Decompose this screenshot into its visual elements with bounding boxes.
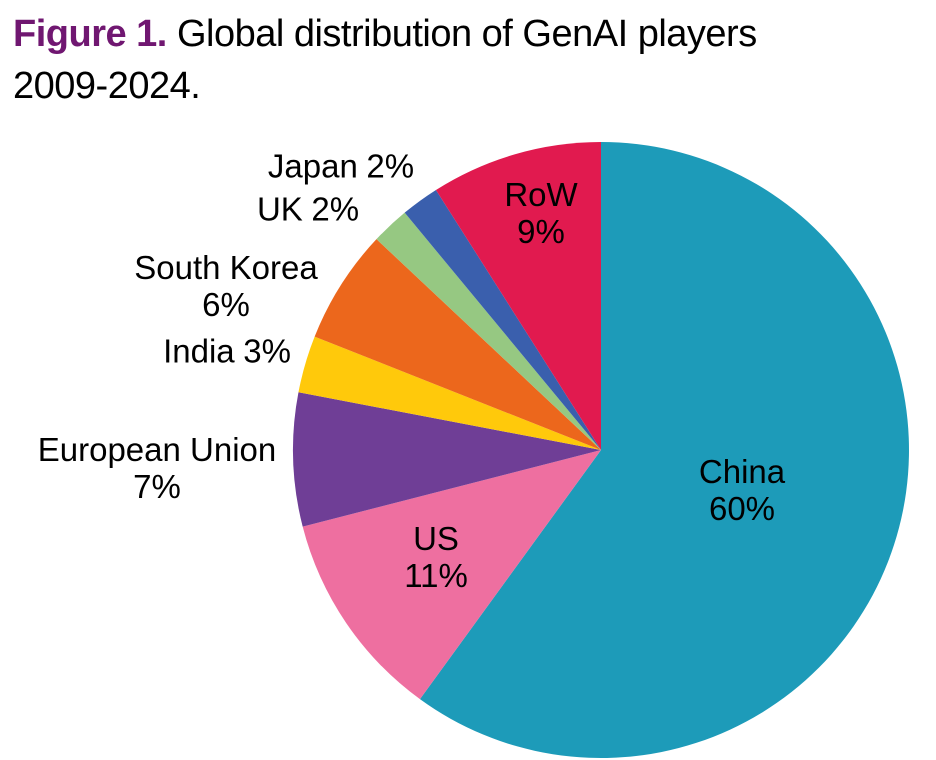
label-us-pct: 11%: [404, 557, 468, 594]
pie-slice-european-union: [293, 392, 601, 527]
label-us-name: US: [413, 520, 459, 557]
label-row-pct: 9%: [517, 213, 565, 250]
label-india-pct: 3%: [243, 332, 291, 370]
pie-slice-us: [302, 450, 601, 700]
pie-slice-uk: [376, 212, 601, 450]
figure-title-years: 2009-2024.: [13, 65, 201, 107]
label-us: US 11%: [404, 520, 468, 594]
label-south-korea-pct: 6%: [202, 286, 250, 323]
label-japan-pct: 2%: [366, 147, 415, 185]
label-japan-name: Japan: [267, 147, 358, 185]
pie-slice-japan: [404, 189, 601, 450]
label-south-korea: South Korea 6%: [134, 249, 317, 323]
pie-slice-india: [298, 336, 601, 450]
label-uk-pct: 2%: [311, 190, 360, 228]
label-china-pct: 60%: [708, 490, 776, 527]
label-japan: Japan 2%: [268, 148, 414, 185]
figure-title-line1: Figure 1. Global distribution of GenAI p…: [13, 8, 757, 60]
label-south-korea-name: South Korea: [134, 249, 318, 286]
label-china-name: China: [698, 453, 786, 490]
pie-slice-south-korea: [314, 239, 601, 450]
figure-number-label: Figure 1.: [13, 13, 167, 55]
label-uk-name: UK: [256, 190, 303, 228]
label-row: RoW 9%: [504, 176, 577, 250]
label-row-name: RoW: [504, 176, 578, 213]
pie-slice-row: [435, 142, 601, 450]
label-european-union-name: European Union: [37, 431, 277, 468]
label-india: India 3%: [163, 333, 291, 370]
pie-slice-china: [419, 142, 909, 758]
figure-title-text: Global distribution of GenAI players: [176, 13, 757, 55]
label-china: China 60%: [699, 453, 785, 527]
label-european-union-pct: 7%: [133, 468, 181, 505]
label-european-union: European Union 7%: [38, 431, 277, 505]
label-india-name: India: [163, 332, 235, 370]
label-uk: UK 2%: [257, 191, 359, 228]
figure-title: Figure 1. Global distribution of GenAI p…: [13, 8, 757, 112]
